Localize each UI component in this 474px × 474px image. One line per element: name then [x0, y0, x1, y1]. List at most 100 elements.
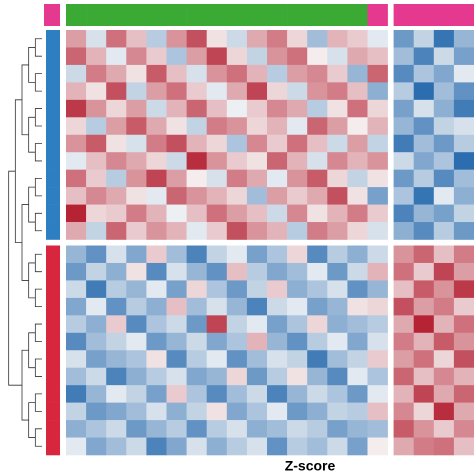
heatmap-cell — [267, 152, 288, 170]
heatmap-cell — [226, 30, 248, 48]
row-annotation — [46, 280, 60, 299]
heatmap-cell — [106, 350, 127, 369]
heatmap-cell — [433, 315, 455, 334]
heatmap-cell — [66, 420, 87, 438]
heatmap-cell — [267, 315, 288, 334]
heatmap-cell — [226, 297, 248, 316]
heatmap-cell — [267, 280, 288, 299]
heatmap-cell — [246, 350, 268, 369]
heatmap-cell — [106, 187, 127, 205]
heatmap-cell — [433, 204, 455, 223]
column-annotation — [287, 4, 308, 26]
heatmap-cell — [126, 204, 147, 223]
heatmap-cell — [246, 152, 268, 170]
heatmap-cell — [287, 315, 308, 334]
legend-title: Z-score — [285, 458, 336, 474]
column-annotation — [267, 4, 288, 26]
heatmap-cell — [126, 402, 147, 421]
heatmap-cell — [453, 187, 474, 205]
heatmap-cell — [246, 30, 268, 48]
heatmap-cell — [367, 134, 388, 153]
heatmap-cell — [106, 64, 127, 83]
row-annotation — [46, 367, 60, 386]
heatmap-cell — [413, 367, 435, 386]
heatmap-cell — [393, 297, 414, 316]
heatmap-cell — [146, 169, 167, 188]
heatmap-cell — [66, 245, 87, 264]
heatmap-cell — [413, 402, 435, 421]
heatmap-cell — [226, 402, 248, 421]
dendrogram-branch — [28, 402, 36, 438]
heatmap-cell — [267, 350, 288, 369]
heatmap-cell — [453, 99, 474, 118]
heatmap-cell — [206, 350, 228, 369]
heatmap-cell — [106, 245, 127, 264]
column-annotation — [106, 4, 127, 26]
heatmap-cell — [86, 134, 107, 153]
heatmap-cell — [287, 187, 308, 205]
heatmap-cell — [246, 437, 268, 456]
row-annotation — [46, 350, 60, 369]
heatmap-cell — [307, 204, 328, 223]
heatmap-cell — [66, 402, 87, 421]
heatmap-cell — [246, 99, 268, 118]
heatmap-cell — [367, 297, 388, 316]
corner-annotation — [44, 4, 60, 26]
heatmap-cell — [206, 437, 228, 456]
heatmap-cell — [433, 169, 455, 188]
heatmap-cell — [327, 99, 348, 118]
heatmap-cell — [226, 169, 248, 188]
heatmap-cell — [393, 152, 414, 170]
heatmap-cell — [347, 117, 368, 136]
dendrogram-branch — [28, 332, 36, 369]
heatmap-cell — [287, 262, 308, 281]
heatmap-cell — [226, 82, 248, 101]
heatmap-cell — [267, 367, 288, 386]
heatmap-cell — [206, 82, 228, 101]
heatmap-cell — [287, 280, 308, 299]
column-annotation — [327, 4, 348, 26]
row-annotation — [46, 332, 60, 351]
heatmap-cell — [267, 169, 288, 188]
heatmap-cell — [126, 245, 147, 264]
heatmap-cell — [307, 82, 328, 101]
heatmap-cell — [393, 99, 414, 118]
heatmap-cell — [347, 64, 368, 83]
heatmap-cell — [433, 297, 455, 316]
heatmap-cell — [453, 385, 474, 403]
heatmap-cell — [287, 152, 308, 170]
heatmap-cell — [367, 99, 388, 118]
dendrogram-branch — [34, 358, 42, 377]
heatmap-cell — [226, 420, 248, 438]
heatmap-cell — [267, 245, 288, 264]
heatmap-cell — [327, 402, 348, 421]
heatmap-cell — [267, 262, 288, 281]
heatmap-cell — [206, 169, 228, 188]
heatmap-cell — [86, 350, 107, 369]
heatmap-cell — [393, 437, 414, 456]
heatmap-cell — [287, 402, 308, 421]
heatmap-cell — [126, 332, 147, 351]
heatmap-cell — [146, 385, 167, 403]
column-annotation — [413, 4, 435, 26]
heatmap-cell — [307, 315, 328, 334]
heatmap-cell — [347, 262, 368, 281]
heatmap-cell — [307, 117, 328, 136]
heatmap-cell — [146, 245, 167, 264]
heatmap-cell — [186, 350, 207, 369]
heatmap-cell — [66, 134, 87, 153]
heatmap-cell — [146, 315, 167, 334]
heatmap-cell — [86, 222, 107, 240]
heatmap-cell — [287, 169, 308, 188]
heatmap-cell — [86, 99, 107, 118]
heatmap-cell — [393, 134, 414, 153]
heatmap-cell — [287, 332, 308, 351]
heatmap-cell — [433, 262, 455, 281]
heatmap-cell — [307, 30, 328, 48]
heatmap-cell — [66, 350, 87, 369]
heatmap-cell — [453, 315, 474, 334]
row-annotation — [46, 245, 60, 264]
heatmap-cell — [126, 152, 147, 170]
heatmap-cell — [347, 30, 368, 48]
heatmap-cell — [347, 169, 368, 188]
